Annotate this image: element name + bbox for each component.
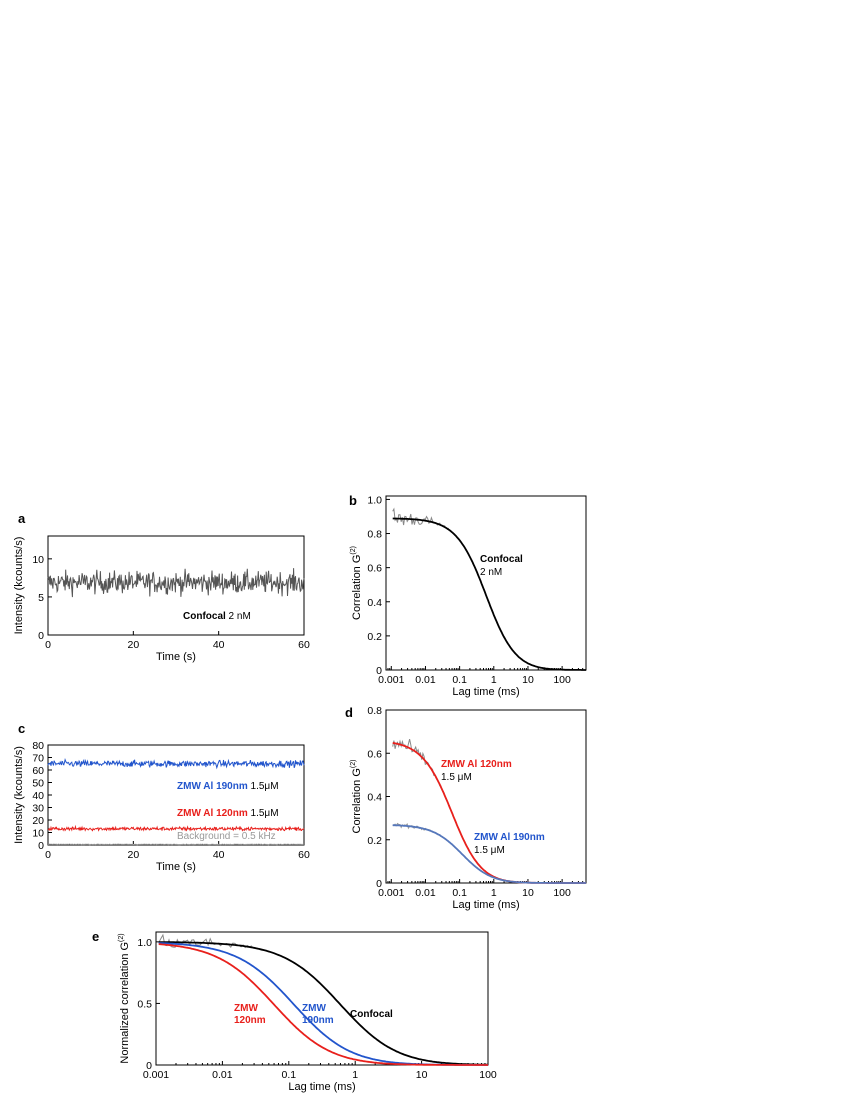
panel-c-annotation-0: ZMW Al 190nm 1.5μM xyxy=(177,781,279,792)
panel-d-ytick-label: 0.6 xyxy=(367,748,382,760)
panel-b-xtick-label: 1 xyxy=(491,674,497,686)
panel-a-ytick-label: 0 xyxy=(38,630,44,642)
panel-c-ytick-label: 60 xyxy=(32,765,44,777)
panel-e-ytick-label: 0.5 xyxy=(137,998,152,1010)
panel-c-xtick-label: 20 xyxy=(127,849,139,861)
panel-c-series-2 xyxy=(47,843,305,846)
panel-b-ytick-label: 1.0 xyxy=(367,494,382,506)
panel-a-chart: 0 20 40 60 0 5 10 Time (s) Intensity (kcounts/s)… xyxy=(13,535,310,663)
panel-label-e: e xyxy=(92,929,99,944)
panel-c-xlabel: Time (s) xyxy=(156,861,196,873)
panel-d-ylabel: Correlation G(2) xyxy=(350,760,363,834)
panel-d-ytick-label: 0.4 xyxy=(367,792,382,804)
panel-d-ytick-label: 0.8 xyxy=(367,705,382,717)
panel-b-xlabel: Lag time (ms) xyxy=(452,686,519,698)
panel-b-xtick-label: 0.1 xyxy=(452,674,467,686)
panel-d-frame xyxy=(385,709,587,884)
panel-c-annotation-2: Background = 0.5 kHz xyxy=(177,831,276,842)
panel-e-chart: 0.001 0.01 0.1 1 10 100 0 0.5 1.0 Lag time (ms) No… xyxy=(118,931,497,1093)
panel-label-c: c xyxy=(18,721,25,736)
panel-b-ylabel: Correlation G(2) xyxy=(350,546,363,620)
panel-c-xtick-label: 40 xyxy=(213,849,225,861)
panel-d-chart: 0.001 0.01 0.1 1 10 100 0 0.2 0.4 0.6 0.8 Lag time … xyxy=(350,705,587,911)
panel-b-series-1 xyxy=(392,507,545,669)
panel-e-series-0 xyxy=(158,941,488,1066)
panel-b-annotation-0: Confocal 2 nM xyxy=(480,554,523,578)
panel-a-ytick-label: 10 xyxy=(32,554,44,566)
panel-e-xtick-label: 1 xyxy=(352,1069,358,1081)
panel-e-xtick-label: 10 xyxy=(416,1069,428,1081)
panel-c-ytick-label: 80 xyxy=(32,740,44,752)
panel-c-annotation-1: ZMW Al 120nm 1.5μM xyxy=(177,808,279,819)
panel-d-ytick-label: 0 xyxy=(376,878,382,890)
panel-b-ytick-label: 0.2 xyxy=(367,631,382,643)
panel-b-ytick-label: 0 xyxy=(376,665,382,677)
panel-e-ytick-label: 1.0 xyxy=(137,937,152,949)
panel-b-xtick-label: 0.001 xyxy=(378,674,404,686)
panel-d-series-2 xyxy=(392,824,586,884)
panel-c-ytick-label: 0 xyxy=(38,840,44,852)
panel-b-ytick-label: 0.6 xyxy=(367,563,382,575)
panel-a-series-0 xyxy=(47,568,305,598)
panel-e-annotation-1: ZMW 190nm xyxy=(302,1003,334,1026)
panel-c-ylabel: Intensity (kcounts/s) xyxy=(13,746,25,844)
panel-a-xtick-label: 20 xyxy=(127,639,139,651)
panel-c-series-0 xyxy=(47,758,305,770)
panel-a-annotation-0: Confocal 2 nM xyxy=(183,611,251,622)
panel-c-ytick-label: 40 xyxy=(32,790,44,802)
panel-label-a: a xyxy=(18,511,26,526)
panel-e-ytick-label: 0 xyxy=(146,1060,152,1072)
panel-b-ytick-label: 0.8 xyxy=(367,529,382,541)
panel-b-xtick-label: 0.01 xyxy=(415,674,436,686)
panel-d-xtick-label: 0.01 xyxy=(415,887,436,899)
panel-a-ylabel: Intensity (kcounts/s) xyxy=(13,537,25,635)
panel-e-annotation-0: ZMW 120nm xyxy=(234,1003,266,1026)
panel-d-xtick-label: 1 xyxy=(491,887,497,899)
panel-b-ytick-label: 0.4 xyxy=(367,597,382,609)
panel-label-d: d xyxy=(345,705,353,720)
panel-b-xtick-label: 100 xyxy=(553,674,571,686)
panel-b-series-0 xyxy=(392,517,586,671)
panel-d-xlabel: Lag time (ms) xyxy=(452,899,519,911)
panel-e-xtick-label: 0.001 xyxy=(143,1069,169,1081)
panel-c-ytick-label: 10 xyxy=(32,828,44,840)
panel-d-xtick-label: 0.1 xyxy=(452,887,467,899)
panel-e-xtick-label: 100 xyxy=(479,1069,497,1081)
panel-e-xlabel: Lag time (ms) xyxy=(288,1081,355,1093)
panel-d-xtick-label: 0.001 xyxy=(378,887,404,899)
panel-c-xtick-label: 60 xyxy=(298,849,310,861)
panel-c-ytick-label: 50 xyxy=(32,778,44,790)
panel-c-xtick-label: 0 xyxy=(45,849,51,861)
panel-e-series-3 xyxy=(158,933,454,1065)
panel-b-xtick-label: 10 xyxy=(522,674,534,686)
panel-d-annotation-0: ZMW Al 120nm 1.5 μM xyxy=(441,759,512,783)
panel-label-b: b xyxy=(349,493,357,508)
panel-a-xtick-label: 60 xyxy=(298,639,310,651)
panel-c-series-1 xyxy=(47,824,305,833)
panel-e-annotation-2: Confocal xyxy=(350,1009,393,1020)
panel-c-ytick-label: 20 xyxy=(32,815,44,827)
panel-d-xtick-label: 100 xyxy=(553,887,571,899)
panel-d-annotation-1: ZMW Al 190nm 1.5 μM xyxy=(474,832,545,856)
panel-e-xtick-label: 0.1 xyxy=(281,1069,296,1081)
panel-a-frame xyxy=(47,535,305,636)
panel-c-ytick-label: 70 xyxy=(32,753,44,765)
panel-b-frame xyxy=(385,495,587,671)
panel-e-ylabel: Normalized correlation G(2) xyxy=(118,933,131,1063)
panel-b-chart: 0.001 0.01 0.1 1 10 100 0 0.2 0.4 0.6 0.8 1.0 Lag ti… xyxy=(350,494,587,698)
panel-e-xtick-label: 0.01 xyxy=(212,1069,233,1081)
panel-a-xtick-label: 40 xyxy=(213,639,225,651)
panel-e-frame xyxy=(155,931,489,1066)
panel-a-xtick-label: 0 xyxy=(45,639,51,651)
panel-d-ytick-label: 0.2 xyxy=(367,835,382,847)
panel-c-frame xyxy=(47,744,305,846)
panel-a-ytick-label: 5 xyxy=(38,592,44,604)
panel-c-ytick-label: 30 xyxy=(32,803,44,815)
panel-d-xtick-label: 10 xyxy=(522,887,534,899)
panel-a-xlabel: Time (s) xyxy=(156,651,196,663)
panel-e-series-2 xyxy=(158,943,488,1066)
